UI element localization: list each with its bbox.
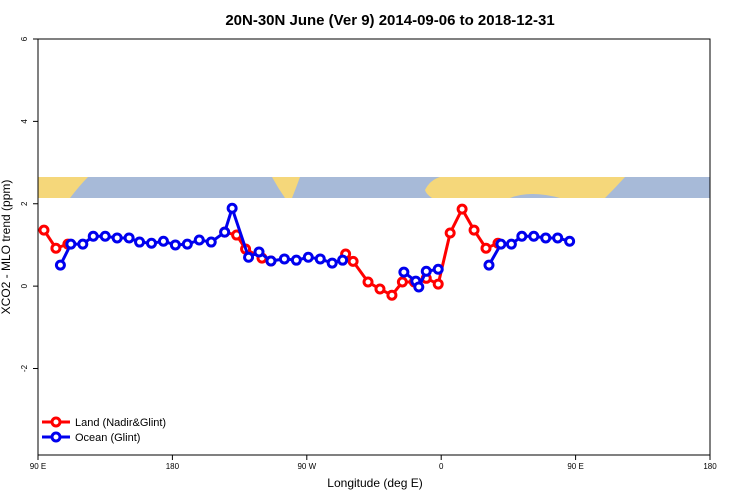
point — [540, 232, 552, 244]
series-line — [59, 203, 571, 291]
x-tick-label: 90 E — [567, 462, 583, 471]
point — [219, 226, 231, 238]
point — [483, 259, 495, 271]
point — [480, 242, 492, 254]
chart-title: 20N-30N June (Ver 9) 2014-09-06 to 2018-… — [225, 12, 554, 29]
point — [290, 254, 302, 266]
point — [265, 255, 277, 267]
y-tick-label: -2 — [20, 364, 29, 372]
point — [134, 236, 146, 248]
map-land — [38, 177, 88, 198]
map-strip — [38, 177, 710, 198]
point — [157, 235, 169, 247]
x-tick-label: 180 — [703, 462, 717, 471]
x-tick-label: 90 E — [30, 462, 46, 471]
legend-label: Land (Nadir&Glint) — [75, 417, 166, 429]
y-tick-label: 0 — [20, 283, 29, 288]
x-axis-label: Longitude (deg E) — [327, 476, 422, 490]
point — [386, 289, 398, 301]
point — [50, 242, 62, 254]
x-tick-label: 90 W — [297, 462, 316, 471]
point — [398, 266, 410, 278]
x-tick-label: 0 — [439, 462, 444, 471]
point — [253, 246, 265, 258]
point — [65, 238, 77, 250]
point — [111, 232, 123, 244]
point — [77, 238, 89, 250]
point — [374, 283, 386, 295]
point — [169, 239, 181, 251]
point — [226, 202, 238, 214]
point — [205, 236, 217, 248]
point — [99, 230, 111, 242]
point — [516, 230, 528, 242]
point — [362, 276, 374, 288]
legend-marker — [50, 416, 62, 428]
legend-label: Ocean (Glint) — [75, 432, 140, 444]
point — [181, 238, 193, 250]
map-land — [425, 177, 625, 198]
map-land — [272, 177, 300, 198]
point — [123, 232, 135, 244]
point — [456, 203, 468, 215]
y-tick-label: 4 — [20, 119, 29, 124]
point — [413, 281, 425, 293]
point — [347, 255, 359, 267]
point — [278, 253, 290, 265]
plot-box — [37, 38, 711, 456]
point — [432, 263, 444, 275]
point — [444, 227, 456, 239]
point — [564, 235, 576, 247]
y-tick-label: 6 — [20, 36, 29, 41]
point — [243, 251, 255, 263]
point — [420, 265, 432, 277]
point — [193, 234, 205, 246]
y-tick-label: 2 — [20, 201, 29, 206]
point — [552, 232, 564, 244]
point — [337, 254, 349, 266]
y-axis-label: XCO2 - MLO trend (ppm) — [0, 180, 13, 315]
point — [38, 224, 50, 236]
point — [302, 251, 314, 263]
point — [432, 278, 444, 290]
point — [505, 238, 517, 250]
point — [528, 230, 540, 242]
point — [326, 257, 338, 269]
x-tick-label: 180 — [166, 462, 180, 471]
point — [396, 276, 408, 288]
point — [87, 230, 99, 242]
point — [314, 253, 326, 265]
point — [54, 259, 66, 271]
legend-marker — [50, 431, 62, 443]
point — [145, 237, 157, 249]
point — [468, 224, 480, 236]
point — [495, 238, 507, 250]
